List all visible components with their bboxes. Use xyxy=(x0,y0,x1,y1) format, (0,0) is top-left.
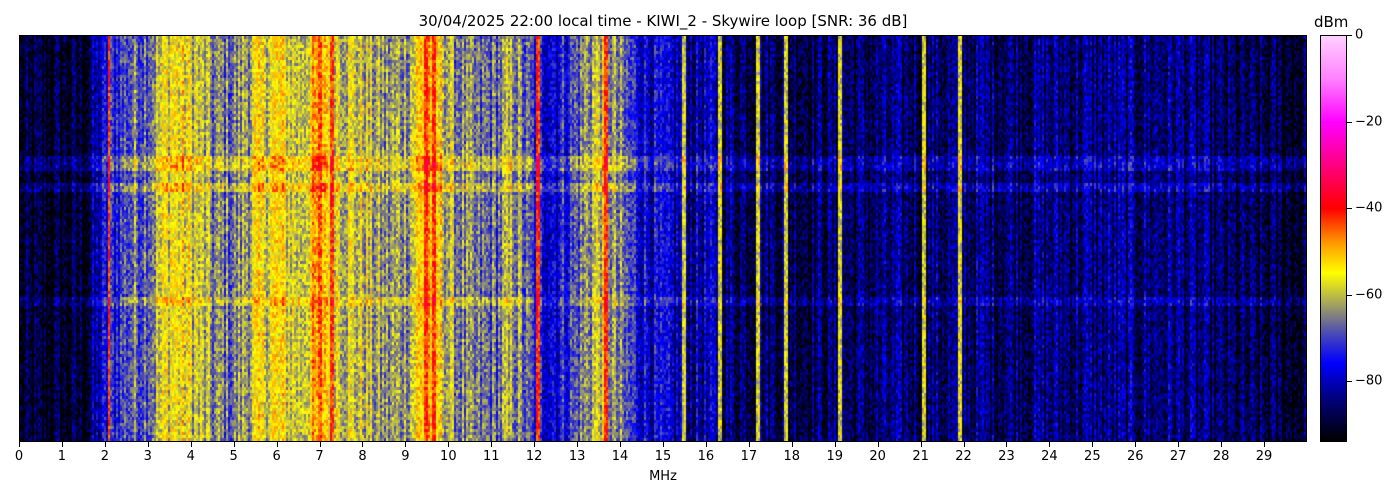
x-tick xyxy=(1049,442,1050,447)
x-tick xyxy=(448,442,449,447)
colorbar-tick xyxy=(1347,208,1352,209)
x-tick xyxy=(878,442,879,447)
colorbar-tick-label: −80 xyxy=(1355,373,1383,389)
x-tick xyxy=(148,442,149,447)
colorbar-tick-label: −60 xyxy=(1355,287,1383,303)
x-tick-label: 18 xyxy=(783,449,801,464)
x-tick xyxy=(191,442,192,447)
waterfall-plot xyxy=(19,35,1307,442)
x-tick xyxy=(1006,442,1007,447)
x-tick xyxy=(491,442,492,447)
x-tick xyxy=(663,442,664,447)
x-tick xyxy=(706,442,707,447)
x-tick-label: 27 xyxy=(1169,449,1187,464)
x-tick xyxy=(1178,442,1179,447)
x-tick-label: 14 xyxy=(611,449,629,464)
colorbar-tick-label: 0 xyxy=(1355,27,1364,43)
colorbar-tick xyxy=(1347,35,1352,36)
colorbar-tick xyxy=(1347,381,1352,382)
x-tick xyxy=(964,442,965,447)
x-tick xyxy=(749,442,750,447)
x-tick xyxy=(62,442,63,447)
colorbar-tick xyxy=(1347,295,1352,296)
x-tick xyxy=(792,442,793,447)
x-tick xyxy=(362,442,363,447)
x-tick-label: 0 xyxy=(14,449,24,464)
x-tick xyxy=(1135,442,1136,447)
colorbar-label: dBm xyxy=(1314,13,1349,31)
x-tick-label: 12 xyxy=(525,449,543,464)
x-tick-label: 15 xyxy=(654,449,672,464)
x-tick-label: 24 xyxy=(1041,449,1058,464)
x-tick-label: 13 xyxy=(568,449,586,464)
x-tick xyxy=(1221,442,1222,447)
x-tick-label: 4 xyxy=(186,449,195,464)
colorbar-tick-label: −40 xyxy=(1355,200,1383,216)
colorbar xyxy=(1320,35,1347,442)
x-tick-label: 7 xyxy=(315,449,324,464)
x-tick xyxy=(277,442,278,447)
x-tick-label: 26 xyxy=(1126,449,1144,464)
waterfall-heatmap xyxy=(20,36,1306,441)
x-tick-label: 28 xyxy=(1212,449,1230,464)
x-tick-label: 9 xyxy=(401,449,410,464)
x-tick-label: 25 xyxy=(1084,449,1101,464)
chart-title: 30/04/2025 22:00 local time - KIWI_2 - S… xyxy=(418,12,908,30)
x-tick xyxy=(19,442,20,447)
colorbar-tick-label: −20 xyxy=(1355,114,1383,130)
x-tick xyxy=(234,442,235,447)
x-tick-label: 6 xyxy=(272,449,281,464)
x-tick-label: 8 xyxy=(358,449,367,464)
x-tick-label: 23 xyxy=(998,449,1015,464)
x-tick xyxy=(1264,442,1265,447)
x-tick-label: 21 xyxy=(912,449,929,464)
x-tick-label: 22 xyxy=(955,449,972,464)
x-tick xyxy=(835,442,836,447)
x-tick xyxy=(534,442,535,447)
x-tick xyxy=(921,442,922,447)
x-tick-label: 2 xyxy=(100,449,109,464)
x-tick xyxy=(1092,442,1093,447)
x-axis-label: MHz xyxy=(649,469,677,484)
x-tick-label: 11 xyxy=(482,449,500,464)
x-tick-label: 29 xyxy=(1255,449,1273,464)
x-tick-label: 5 xyxy=(229,449,238,464)
x-tick-label: 3 xyxy=(143,449,152,464)
x-tick-label: 19 xyxy=(826,449,843,464)
x-tick xyxy=(577,442,578,447)
x-tick xyxy=(405,442,406,447)
x-tick xyxy=(320,442,321,447)
colorbar-tick xyxy=(1347,122,1352,123)
x-tick xyxy=(620,442,621,447)
x-tick xyxy=(105,442,106,447)
x-tick-label: 17 xyxy=(740,449,758,464)
x-tick-label: 16 xyxy=(697,449,715,464)
x-tick-label: 20 xyxy=(869,449,886,464)
x-tick-label: 1 xyxy=(57,449,67,464)
x-tick-label: 10 xyxy=(440,449,457,464)
